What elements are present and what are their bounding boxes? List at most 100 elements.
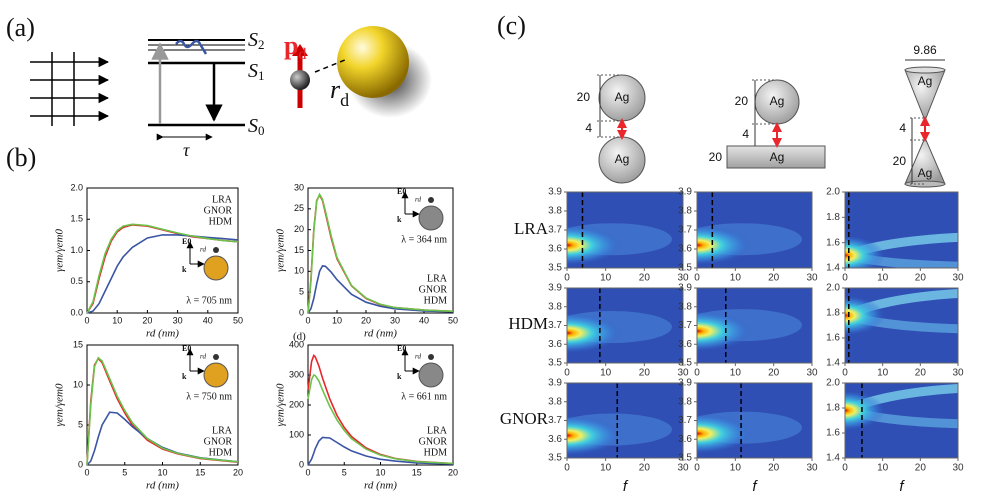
x-tick-label: 30: [806, 368, 818, 379]
inset-label: k: [397, 215, 402, 224]
x-axis-label: f: [899, 478, 905, 495]
y-tick-label: 3.9: [678, 378, 692, 389]
dimension: 4: [742, 127, 749, 141]
x-tick-label: 0: [305, 315, 310, 325]
y-tick-label: 0: [299, 307, 304, 317]
nanosphere: [337, 26, 409, 98]
x-axis-label: f: [752, 478, 758, 495]
x-tick-label: 40: [203, 315, 213, 325]
panel-label: (d): [293, 331, 306, 343]
heatmap-field: [697, 223, 802, 266]
x-tick-label: 0: [842, 463, 848, 474]
y-tick-label: 3.9: [548, 378, 562, 389]
y-tick-label: 1.6: [826, 428, 840, 439]
incident-light: [30, 52, 110, 126]
x-tick-label: 5: [342, 467, 347, 477]
material: Ag: [770, 150, 785, 164]
y-tick-label: 2.0: [70, 182, 83, 192]
distance-label: rd: [330, 75, 349, 110]
y-tick-label: 0.0: [70, 307, 83, 317]
x-tick-label: 30: [390, 315, 400, 325]
y-tick-label: 3.9: [678, 187, 692, 198]
y-tick-label: 3.6: [548, 434, 562, 445]
x-tick-label: 10: [730, 368, 742, 379]
inset-label: E0: [397, 344, 406, 353]
x-axis-label: rd (nm): [146, 480, 179, 492]
x-tick-label: 10: [730, 463, 742, 474]
dipole-symbol: p: [284, 31, 298, 60]
x-tick-label: 20: [142, 315, 152, 325]
x-tick-label: 15: [195, 467, 205, 477]
material: Ag: [770, 94, 785, 108]
annotation: λ = 705 nm: [186, 295, 232, 306]
frame: [844, 287, 959, 364]
y-tick-label: 0.5: [70, 276, 83, 286]
legend-entry: GNOR: [204, 436, 233, 447]
inset-label: rd: [200, 353, 206, 361]
y-tick-label: 200: [289, 399, 304, 409]
level-symbol: S: [248, 29, 258, 51]
peak: [845, 235, 885, 268]
y-tick-label: 3.5: [678, 263, 692, 274]
inset-label: E0: [182, 237, 191, 246]
y-tick-label: 300: [289, 369, 304, 379]
peak: [567, 225, 622, 266]
peak: [697, 413, 752, 454]
y-tick-label: 0: [78, 459, 83, 469]
y-tick-label: 1.6: [826, 237, 840, 248]
annotation: λ = 750 nm: [186, 391, 232, 402]
series-line: [307, 373, 454, 465]
y-tick-label: 3.8: [548, 301, 562, 312]
y-tick-label: 3.9: [678, 283, 692, 294]
x-tick-label: 10: [600, 463, 612, 474]
level-sub: 2: [258, 37, 265, 52]
heatmap-field: [845, 289, 958, 336]
y-tick-label: 3.7: [548, 225, 562, 236]
dimension: 20: [709, 150, 723, 164]
x-tick-label: 50: [448, 315, 458, 325]
x-tick-label: 10: [600, 273, 612, 284]
inset-emitter: [428, 354, 434, 360]
emitter: [290, 70, 310, 90]
panel-label: (b): [6, 143, 36, 172]
peak: [567, 313, 622, 353]
y-tick-label: 3.9: [548, 283, 562, 294]
level-symbol: S: [248, 60, 258, 82]
peak: [697, 225, 752, 266]
series-line: [307, 436, 454, 466]
heatmap-field: [567, 311, 672, 353]
y-axis-label: γem/γem0: [54, 383, 66, 426]
level-label: S2: [248, 29, 265, 52]
annotation: λ = 661 nm: [401, 391, 447, 402]
frame: [844, 191, 959, 269]
y-tick-label: 3.7: [678, 415, 692, 426]
frame: [844, 382, 959, 459]
y-axis-label: γem/γem0: [54, 229, 66, 272]
x-tick-label: 10: [730, 273, 742, 284]
dimension: 20: [577, 90, 591, 104]
y-tick-label: 3.8: [678, 206, 692, 217]
peak: [697, 311, 752, 352]
x-tick-label: 0: [305, 467, 310, 477]
x-tick-label: 10: [600, 368, 612, 379]
y-tick-label: 3.7: [678, 225, 692, 236]
panel-label: (c): [497, 11, 526, 40]
inset-label: k: [182, 265, 187, 274]
y-tick-label: 0: [299, 459, 304, 469]
y-tick-label: 3.6: [678, 434, 692, 445]
y-tick-label: 3.8: [678, 396, 692, 407]
legend-entry: LRA: [427, 273, 448, 284]
heatmap-field: [845, 384, 958, 431]
plot-area: [86, 187, 239, 314]
material: Ag: [918, 74, 933, 88]
x-tick-label: 30: [677, 368, 689, 379]
x-tick-label: 0: [694, 368, 700, 379]
inset-emitter: [428, 197, 434, 203]
inset-sphere: [203, 362, 229, 388]
y-tick-label: 3.9: [548, 187, 562, 198]
y-tick-label: 3.5: [548, 358, 562, 369]
y-tick-label: 3.5: [678, 358, 692, 369]
row-label: LRA: [514, 219, 549, 238]
inset-label: rd: [200, 246, 206, 254]
